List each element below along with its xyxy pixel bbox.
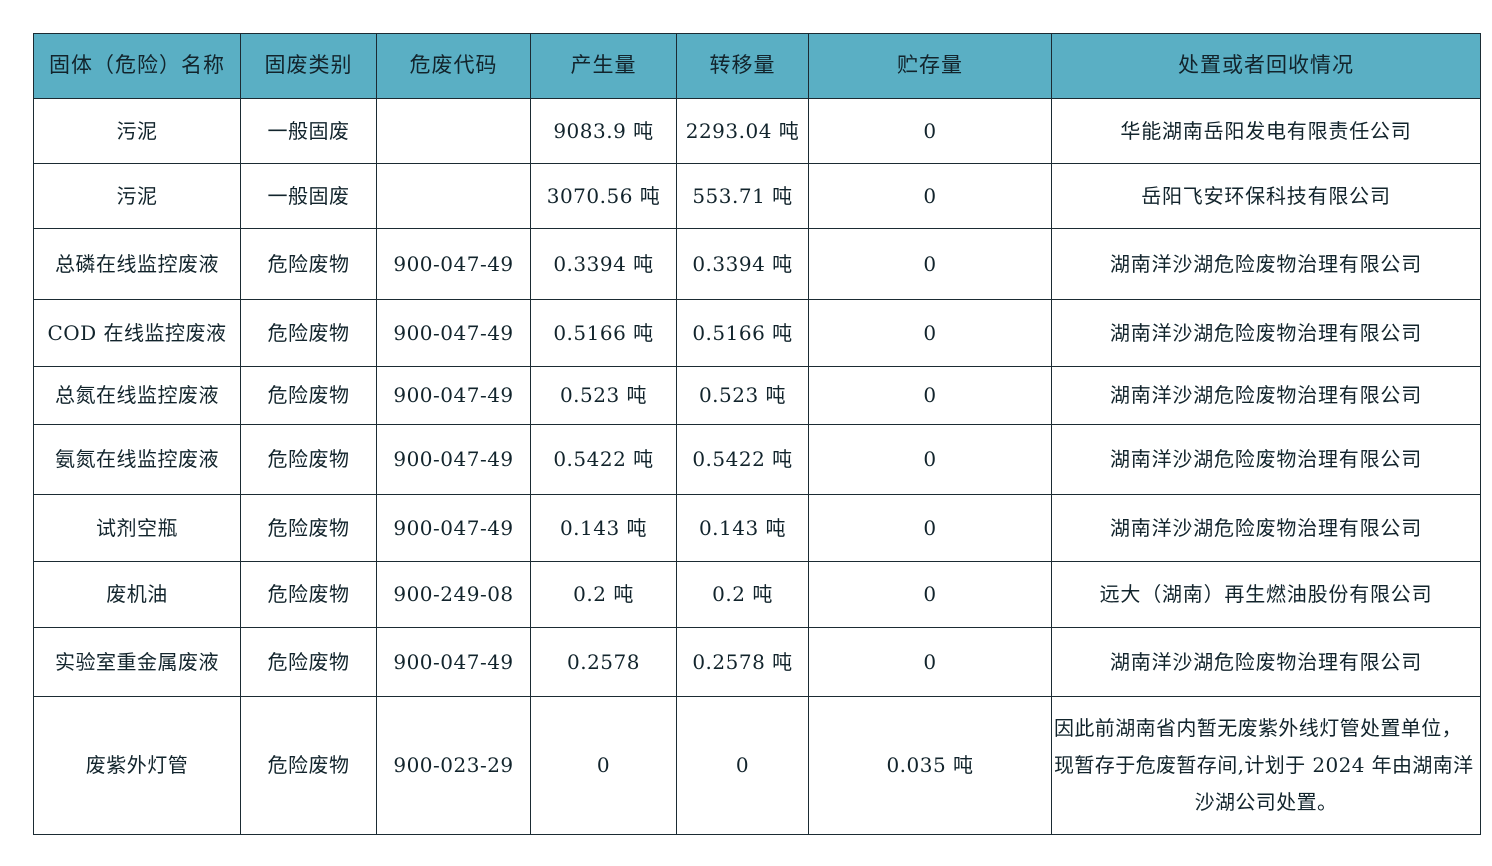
cell-waste-code: 900-047-49 bbox=[376, 366, 531, 425]
cell-waste-code bbox=[376, 163, 531, 229]
cell-stored-amount: 0 bbox=[808, 228, 1052, 300]
cell-stored-amount: 0 bbox=[808, 299, 1052, 367]
table-row: 总磷在线监控废液 危险废物 900-047-49 0.3394 吨 0.3394… bbox=[33, 228, 1481, 300]
cell-stored-amount: 0 bbox=[808, 163, 1052, 229]
cell-transferred-amount: 553.71 吨 bbox=[676, 163, 809, 229]
cell-waste-name: 试剂空瓶 bbox=[33, 494, 241, 562]
cell-generated-amount: 0.5166 吨 bbox=[530, 299, 677, 367]
cell-transferred-amount: 2293.04 吨 bbox=[676, 98, 809, 164]
cell-generated-amount: 0.2578 bbox=[530, 627, 677, 697]
cell-stored-amount: 0 bbox=[808, 98, 1052, 164]
cell-stored-amount: 0 bbox=[808, 366, 1052, 425]
cell-disposal-info: 因此前湖南省内暂无废紫外线灯管处置单位， 现暂存于危废暂存间,计划于 2024 … bbox=[1051, 696, 1481, 835]
solid-hazardous-waste-table: 固体（危险）名称 固废类别 危废代码 产生量 转移量 贮存量 处置或者回收情况 … bbox=[33, 33, 1481, 835]
cell-waste-name: 实验室重金属废液 bbox=[33, 627, 241, 697]
cell-waste-category: 危险废物 bbox=[240, 228, 377, 300]
table-row: 污泥 一般固废 3070.56 吨 553.71 吨 0 岳阳飞安环保科技有限公… bbox=[33, 163, 1481, 229]
cell-disposal-info: 湖南洋沙湖危险废物治理有限公司 bbox=[1051, 494, 1481, 562]
cell-waste-code bbox=[376, 98, 531, 164]
cell-waste-code: 900-047-49 bbox=[376, 494, 531, 562]
cell-waste-name: 总磷在线监控废液 bbox=[33, 228, 241, 300]
table-row: 废紫外灯管 危险废物 900-023-29 0 0 0.035 吨 因此前湖南省… bbox=[33, 696, 1481, 835]
table-row: 氨氮在线监控废液 危险废物 900-047-49 0.5422 吨 0.5422… bbox=[33, 424, 1481, 495]
table-row: COD 在线监控废液 危险废物 900-047-49 0.5166 吨 0.51… bbox=[33, 299, 1481, 367]
cell-transferred-amount: 0.143 吨 bbox=[676, 494, 809, 562]
cell-transferred-amount: 0.2 吨 bbox=[676, 561, 809, 628]
table-row: 污泥 一般固废 9083.9 吨 2293.04 吨 0 华能湖南岳阳发电有限责… bbox=[33, 98, 1481, 164]
cell-transferred-amount: 0.5422 吨 bbox=[676, 424, 809, 495]
column-header-generated: 产生量 bbox=[530, 33, 677, 99]
cell-generated-amount: 0.3394 吨 bbox=[530, 228, 677, 300]
cell-generated-amount: 0.143 吨 bbox=[530, 494, 677, 562]
cell-disposal-info: 湖南洋沙湖危险废物治理有限公司 bbox=[1051, 299, 1481, 367]
cell-generated-amount: 3070.56 吨 bbox=[530, 163, 677, 229]
column-header-transferred: 转移量 bbox=[676, 33, 809, 99]
cell-waste-code: 900-047-49 bbox=[376, 228, 531, 300]
cell-disposal-info: 湖南洋沙湖危险废物治理有限公司 bbox=[1051, 627, 1481, 697]
table-row: 实验室重金属废液 危险废物 900-047-49 0.2578 0.2578 吨… bbox=[33, 627, 1481, 697]
cell-transferred-amount: 0.5166 吨 bbox=[676, 299, 809, 367]
table-header: 固体（危险）名称 固废类别 危废代码 产生量 转移量 贮存量 处置或者回收情况 bbox=[33, 33, 1481, 99]
cell-waste-category: 危险废物 bbox=[240, 299, 377, 367]
cell-waste-code: 900-047-49 bbox=[376, 424, 531, 495]
cell-waste-category: 危险废物 bbox=[240, 424, 377, 495]
column-header-disposal: 处置或者回收情况 bbox=[1051, 33, 1481, 99]
disposal-note-line-2: 现暂存于危废暂存间,计划于 2024 年由湖南洋 bbox=[1054, 753, 1474, 777]
cell-waste-code: 900-047-49 bbox=[376, 299, 531, 367]
cell-stored-amount: 0 bbox=[808, 627, 1052, 697]
cell-waste-code: 900-023-29 bbox=[376, 696, 531, 835]
cell-disposal-info: 华能湖南岳阳发电有限责任公司 bbox=[1051, 98, 1481, 164]
header-row: 固体（危险）名称 固废类别 危废代码 产生量 转移量 贮存量 处置或者回收情况 bbox=[33, 33, 1481, 99]
cell-waste-category: 危险废物 bbox=[240, 366, 377, 425]
cell-waste-name: 污泥 bbox=[33, 163, 241, 229]
cell-waste-name: 总氮在线监控废液 bbox=[33, 366, 241, 425]
column-header-category: 固废类别 bbox=[240, 33, 377, 99]
cell-waste-category: 危险废物 bbox=[240, 627, 377, 697]
cell-generated-amount: 0.523 吨 bbox=[530, 366, 677, 425]
cell-waste-category: 危险废物 bbox=[240, 561, 377, 628]
cell-waste-name: 污泥 bbox=[33, 98, 241, 164]
cell-waste-name: 氨氮在线监控废液 bbox=[33, 424, 241, 495]
table-row: 废机油 危险废物 900-249-08 0.2 吨 0.2 吨 0 远大（湖南）… bbox=[33, 561, 1481, 628]
disposal-note-line-3: 沙湖公司处置。 bbox=[1194, 790, 1338, 814]
cell-disposal-info: 远大（湖南）再生燃油股份有限公司 bbox=[1051, 561, 1481, 628]
cell-generated-amount: 9083.9 吨 bbox=[530, 98, 677, 164]
cell-disposal-info: 湖南洋沙湖危险废物治理有限公司 bbox=[1051, 366, 1481, 425]
cell-waste-name: 废紫外灯管 bbox=[33, 696, 241, 835]
disposal-note-line-1: 因此前湖南省内暂无废紫外线灯管处置单位， bbox=[1054, 716, 1462, 740]
column-header-stored: 贮存量 bbox=[808, 33, 1052, 99]
cell-transferred-amount: 0.2578 吨 bbox=[676, 627, 809, 697]
cell-waste-name: 废机油 bbox=[33, 561, 241, 628]
cell-waste-category: 危险废物 bbox=[240, 696, 377, 835]
table-body: 污泥 一般固废 9083.9 吨 2293.04 吨 0 华能湖南岳阳发电有限责… bbox=[33, 98, 1481, 835]
cell-disposal-info: 湖南洋沙湖危险废物治理有限公司 bbox=[1051, 228, 1481, 300]
cell-stored-amount: 0.035 吨 bbox=[808, 696, 1052, 835]
cell-stored-amount: 0 bbox=[808, 561, 1052, 628]
cell-disposal-info: 岳阳飞安环保科技有限公司 bbox=[1051, 163, 1481, 229]
cell-transferred-amount: 0.523 吨 bbox=[676, 366, 809, 425]
cell-waste-category: 一般固废 bbox=[240, 98, 377, 164]
column-header-code: 危废代码 bbox=[376, 33, 531, 99]
cell-stored-amount: 0 bbox=[808, 424, 1052, 495]
cell-generated-amount: 0.5422 吨 bbox=[530, 424, 677, 495]
cell-waste-name: COD 在线监控废液 bbox=[33, 299, 241, 367]
cell-waste-code: 900-249-08 bbox=[376, 561, 531, 628]
column-header-name: 固体（危险）名称 bbox=[33, 33, 241, 99]
cell-generated-amount: 0.2 吨 bbox=[530, 561, 677, 628]
cell-transferred-amount: 0.3394 吨 bbox=[676, 228, 809, 300]
cell-disposal-info: 湖南洋沙湖危险废物治理有限公司 bbox=[1051, 424, 1481, 495]
table-row: 试剂空瓶 危险废物 900-047-49 0.143 吨 0.143 吨 0 湖… bbox=[33, 494, 1481, 562]
cell-stored-amount: 0 bbox=[808, 494, 1052, 562]
cell-transferred-amount: 0 bbox=[676, 696, 809, 835]
cell-waste-category: 危险废物 bbox=[240, 494, 377, 562]
cell-generated-amount: 0 bbox=[530, 696, 677, 835]
table-row: 总氮在线监控废液 危险废物 900-047-49 0.523 吨 0.523 吨… bbox=[33, 366, 1481, 425]
cell-waste-category: 一般固废 bbox=[240, 163, 377, 229]
cell-waste-code: 900-047-49 bbox=[376, 627, 531, 697]
